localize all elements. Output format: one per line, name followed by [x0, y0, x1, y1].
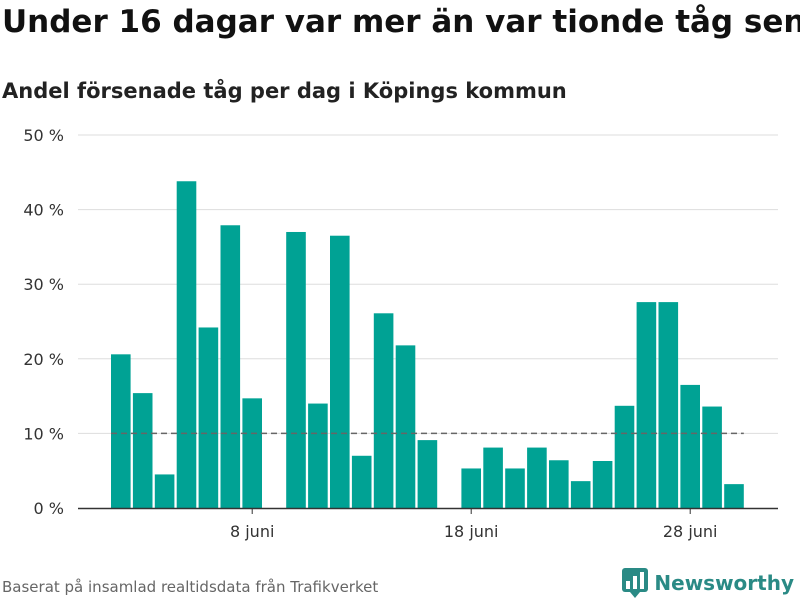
- bar: [308, 403, 328, 508]
- brand-name: Newsworthy: [654, 571, 794, 595]
- y-tick-label: 0 %: [34, 499, 64, 518]
- bar: [330, 235, 350, 508]
- x-tick-label: 8 juni: [230, 522, 274, 541]
- bar: [176, 181, 197, 508]
- bar: [724, 484, 744, 508]
- bar: [658, 302, 679, 508]
- bar: [483, 447, 503, 508]
- y-tick-label: 50 %: [23, 126, 64, 145]
- bar: [505, 468, 525, 508]
- bar: [636, 302, 657, 508]
- bar: [527, 447, 547, 508]
- x-tick-label: 28 juni: [663, 522, 718, 541]
- source-note: Baserat på insamlad realtidsdata från Tr…: [2, 578, 379, 596]
- bar: [395, 345, 416, 508]
- bar: [592, 461, 613, 508]
- bar: [154, 474, 175, 508]
- bar: [220, 225, 241, 509]
- y-tick-label: 30 %: [23, 275, 64, 294]
- bar: [702, 406, 722, 508]
- y-tick-label: 20 %: [23, 350, 64, 369]
- y-tick-label: 40 %: [23, 201, 64, 220]
- bar: [549, 460, 569, 508]
- bar: [680, 384, 700, 508]
- bar: [417, 440, 438, 508]
- bar: [198, 327, 219, 508]
- axes: 0 % 10 % 20 % 30 % 40 % 50 % 8 juni 18 juni 28 j…: [23, 126, 778, 541]
- bar: [570, 481, 591, 508]
- y-tick-label: 10 %: [23, 424, 64, 443]
- bar: [351, 455, 372, 508]
- bar: [111, 354, 131, 508]
- bars: [111, 181, 744, 509]
- chart-subtitle: Andel försenade tåg per dag i Köpings ko…: [2, 79, 567, 103]
- brand-logo: Newsworthy: [622, 568, 794, 598]
- bar: [614, 405, 635, 508]
- bar: [132, 393, 153, 508]
- newsworthy-icon: [622, 568, 649, 598]
- bar: [286, 231, 306, 509]
- chart-title: Under 16 dagar var mer än var tionde tåg…: [2, 4, 800, 40]
- bar: [373, 313, 394, 508]
- bar: [242, 398, 262, 508]
- bar: [461, 468, 481, 508]
- x-tick-label: 18 juni: [444, 522, 499, 541]
